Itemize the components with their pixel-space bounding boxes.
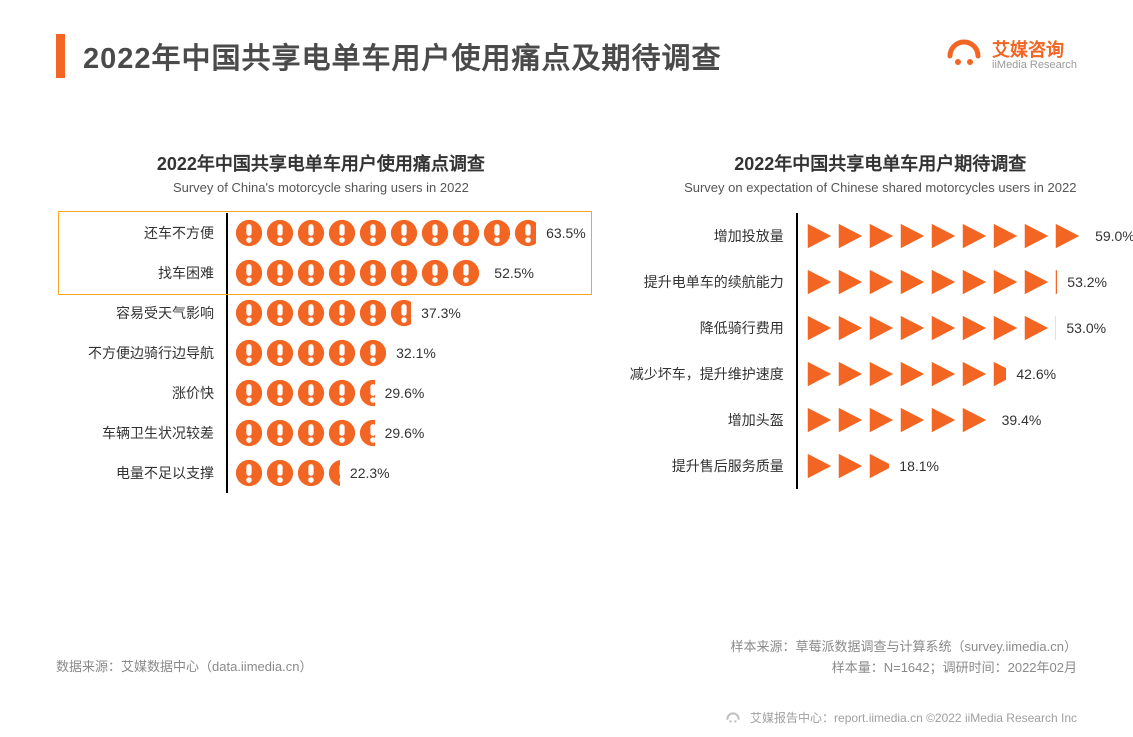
row-label: 提升电单车的续航能力 [626, 272, 784, 292]
row-icons [804, 358, 1007, 390]
row-icons [234, 417, 375, 449]
row-label: 增加投放量 [626, 226, 784, 246]
row-value: 39.4% [1002, 412, 1042, 428]
chart-row: 车辆卫生状况较差 29.6% [226, 413, 586, 453]
row-icons [234, 377, 375, 409]
row-value: 32.1% [396, 345, 436, 361]
row-icons [804, 312, 1057, 344]
chart-row: 不方便边骑行边导航 32.1% [226, 333, 586, 373]
row-label: 容易受天气影响 [56, 303, 214, 323]
footer-source-right: 样本来源：草莓派数据调查与计算系统（survey.iimedia.cn） 样本量… [731, 637, 1077, 679]
row-value: 53.2% [1067, 274, 1107, 290]
brand-name-en: iiMedia Research [992, 60, 1077, 72]
footer-banner: 艾媒报告中心：report.iimedia.cn ©2022 iiMedia R… [725, 709, 1133, 727]
footer-sample-source: 样本来源：草莓派数据调查与计算系统（survey.iimedia.cn） [731, 637, 1077, 658]
chart-row: 提升电单车的续航能力 53.2% [796, 259, 1133, 305]
chart-row: 容易受天气影响 37.3% [226, 293, 586, 333]
row-value: 29.6% [385, 385, 425, 401]
row-icons [234, 297, 411, 329]
row-label: 还车不方便 [56, 223, 214, 243]
chart-row: 降低骑行费用 53.0% [796, 305, 1133, 351]
footer-banner-text: 艾媒报告中心：report.iimedia.cn ©2022 iiMedia R… [750, 711, 1077, 725]
chart-row: 涨价快 29.6% [226, 373, 586, 413]
footer-sample-size: 样本量：N=1642；调研时间：2022年02月 [731, 658, 1077, 679]
row-label: 涨价快 [56, 383, 214, 403]
chart-row: 还车不方便 63.5% [226, 213, 586, 253]
chart-row: 增加投放量 59.0% [796, 213, 1133, 259]
row-value: 52.5% [494, 265, 534, 281]
row-label: 不方便边骑行边导航 [56, 343, 214, 363]
row-label: 电量不足以支撑 [56, 463, 214, 483]
row-icons [804, 404, 992, 436]
footer-source-left: 数据来源：艾媒数据中心（data.iimedia.cn） [56, 656, 312, 675]
row-icons [234, 337, 386, 369]
charts-area: 2022年中国共享电单车用户使用痛点调查 Survey of China's m… [56, 150, 1077, 493]
chart-left-body: 还车不方便 63.5% 找车困难 [56, 213, 586, 493]
header: 2022年中国共享电单车用户使用痛点及期待调查 艾媒咨询 iiMedia Res… [56, 34, 1077, 78]
row-label: 减少坏车，提升维护速度 [626, 364, 784, 384]
row-value: 42.6% [1016, 366, 1056, 382]
chart-row: 电量不足以支撑 22.3% [226, 453, 586, 493]
row-icons [234, 217, 536, 249]
title-block: 2022年中国共享电单车用户使用痛点及期待调查 [56, 34, 722, 78]
chart-pain-points: 2022年中国共享电单车用户使用痛点调查 Survey of China's m… [56, 150, 586, 493]
row-label: 降低骑行费用 [626, 318, 784, 338]
chart-expectations: 2022年中国共享电单车用户期待调查 Survey on expectation… [626, 150, 1133, 493]
row-value: 63.5% [546, 225, 586, 241]
brand-logo: 艾媒咨询 iiMedia Research [944, 36, 1077, 76]
chart-row: 减少坏车，提升维护速度 42.6% [796, 351, 1133, 397]
row-value: 18.1% [899, 458, 939, 474]
title-accent-bar [56, 34, 65, 78]
row-label: 车辆卫生状况较差 [56, 423, 214, 443]
row-value: 29.6% [385, 425, 425, 441]
row-value: 53.0% [1066, 320, 1106, 336]
chart-row: 找车困难 52.5% [226, 253, 586, 293]
row-icons [234, 257, 484, 289]
row-label: 增加头盔 [626, 410, 784, 430]
banner-logo-icon [725, 711, 741, 727]
row-icons [234, 457, 340, 489]
chart-right-subtitle: Survey on expectation of Chinese shared … [626, 180, 1133, 195]
chart-left-title: 2022年中国共享电单车用户使用痛点调查 [56, 150, 586, 176]
chart-right-body: 增加投放量 59.0%提升电单车的续航能力 53.2%降低骑行费用 [626, 213, 1133, 489]
brand-logo-text: 艾媒咨询 iiMedia Research [992, 41, 1077, 71]
page-title: 2022年中国共享电单车用户使用痛点及期待调查 [83, 35, 722, 77]
row-icons [804, 220, 1085, 252]
chart-right-title: 2022年中国共享电单车用户期待调查 [626, 150, 1133, 176]
row-icons [804, 450, 890, 482]
row-label: 找车困难 [56, 263, 214, 283]
brand-logo-icon [944, 36, 984, 76]
row-value: 59.0% [1095, 228, 1133, 244]
brand-name-cn: 艾媒咨询 [992, 41, 1077, 60]
row-value: 37.3% [421, 305, 461, 321]
row-label: 提升售后服务质量 [626, 456, 784, 476]
chart-row: 提升售后服务质量 18.1% [796, 443, 1133, 489]
chart-left-subtitle: Survey of China's motorcycle sharing use… [56, 180, 586, 195]
chart-row: 增加头盔 39.4% [796, 397, 1133, 443]
row-icons [804, 266, 1058, 298]
row-value: 22.3% [350, 465, 390, 481]
